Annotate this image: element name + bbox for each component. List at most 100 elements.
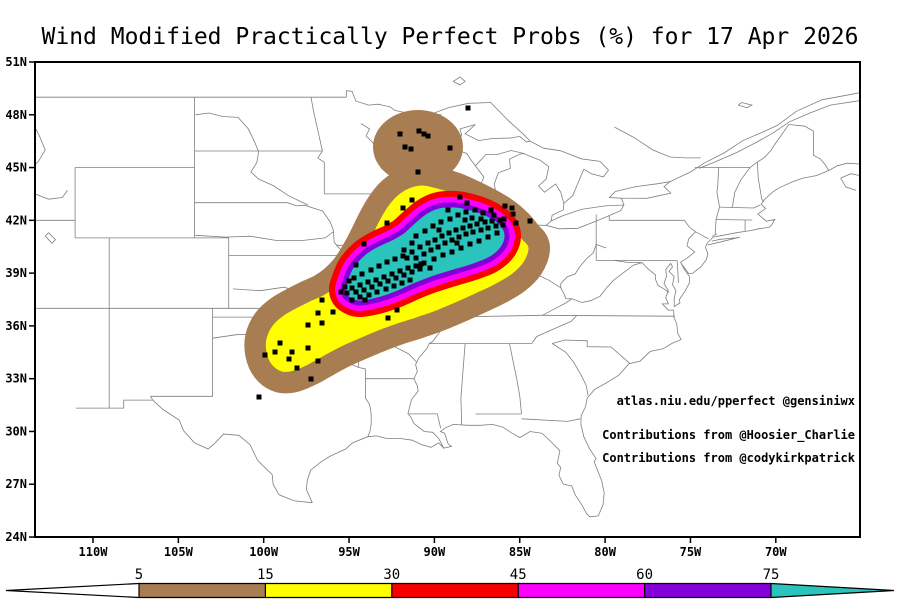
wind-report-marker: [399, 280, 405, 286]
wind-report-marker: [447, 216, 453, 222]
wind-report-marker: [385, 315, 391, 321]
map-boundary-line: [358, 367, 372, 437]
lat-tick-label: 30N: [5, 424, 27, 438]
wind-report-marker: [465, 105, 471, 111]
axis-ticks: [29, 61, 777, 543]
wind-report-marker: [416, 128, 422, 134]
lon-tick-label: 70W: [765, 545, 787, 559]
map-boundary-line: [757, 162, 765, 202]
wind-report-marker: [445, 207, 451, 213]
map-boundary-line: [408, 413, 442, 429]
wind-report-marker: [456, 234, 462, 240]
wind-report-marker: [381, 274, 387, 280]
credits-block: atlas.niu.edu/pperfect @gensiniwx Contri…: [602, 394, 856, 465]
wind-report-marker: [294, 365, 300, 371]
wind-report-marker: [408, 146, 414, 152]
colorbar-segment-45: [518, 583, 645, 598]
wind-report-marker: [385, 278, 391, 284]
lat-tick-label: 48N: [5, 108, 27, 122]
lat-tick-label: 42N: [5, 213, 27, 227]
colorbar-tick-label: 15: [257, 567, 274, 583]
map-boundary-line: [737, 102, 754, 109]
map-boundary-line: [719, 204, 761, 209]
wind-report-marker: [417, 266, 423, 272]
wind-report-marker: [349, 285, 355, 291]
colorbar-tick-label: 60: [636, 567, 653, 583]
wind-report-marker: [415, 169, 421, 175]
wind-report-marker: [460, 225, 466, 231]
map-boundary-line: [716, 219, 753, 221]
lon-tick-label: 80W: [594, 545, 616, 559]
wind-report-marker: [463, 231, 469, 237]
wind-report-marker: [485, 225, 491, 231]
map-boundary-line: [680, 220, 697, 263]
wind-report-marker: [338, 289, 344, 295]
wind-report-marker: [455, 212, 461, 218]
wind-report-marker: [315, 358, 321, 364]
wind-report-marker: [474, 221, 480, 227]
map-boundary-line: [523, 140, 610, 205]
wind-report-marker: [527, 218, 533, 224]
wind-report-marker: [422, 228, 428, 234]
wind-report-marker: [357, 282, 363, 288]
wind-report-marker: [494, 230, 500, 236]
wind-report-marker: [256, 394, 262, 400]
wind-report-marker: [272, 349, 278, 355]
map-boundary-line: [545, 204, 625, 230]
lon-tick-label: 105W: [164, 545, 194, 559]
credit-url: atlas.niu.edu/pperfect @gensiniwx: [617, 394, 855, 408]
wind-report-marker: [394, 307, 400, 313]
wind-report-marker: [417, 244, 423, 250]
chart-title: Wind Modified Practically Perfect Probs …: [42, 24, 859, 50]
wind-report-marker: [510, 211, 516, 217]
wind-report-marker: [286, 356, 292, 362]
wind-report-marker: [470, 229, 476, 235]
lat-tick-label: 39N: [5, 266, 27, 280]
wind-report-marker: [374, 289, 380, 295]
map-boundary-line: [542, 262, 643, 316]
wind-report-marker: [361, 241, 367, 247]
lon-tick-label: 100W: [249, 545, 279, 559]
lat-tick-label: 45N: [5, 161, 27, 175]
wind-report-marker: [493, 223, 499, 229]
map-boundary-line: [152, 399, 313, 504]
wind-report-marker: [400, 205, 406, 211]
credit-contrib-2: Contributions from @codykirkpatrick: [602, 451, 856, 465]
map-boundary-line: [35, 126, 46, 166]
colorbar-segment-15: [265, 583, 392, 598]
map-boundary-line: [460, 343, 466, 425]
lon-tick-label: 90W: [424, 545, 446, 559]
wind-report-marker: [401, 247, 407, 253]
map-boundary-line: [707, 236, 741, 246]
wind-report-marker: [342, 284, 348, 290]
wind-report-marker: [413, 255, 419, 261]
wind-report-marker: [500, 222, 506, 228]
wind-report-marker: [442, 240, 448, 246]
colorbar-segment-5: [139, 583, 266, 598]
wind-report-marker: [330, 309, 336, 315]
colorbar-legend: 5 15 30 45 60 75: [5, 567, 895, 599]
wind-report-marker: [361, 287, 367, 293]
colorbar-tick-label: 45: [510, 567, 527, 583]
wind-report-marker: [409, 197, 415, 203]
wind-report-marker: [418, 261, 424, 267]
wind-report-marker: [472, 207, 478, 213]
wind-report-marker: [446, 230, 452, 236]
colorbar-segment-below-5: [6, 583, 139, 598]
map-boundary-line: [195, 112, 309, 206]
wind-report-marker: [409, 269, 415, 275]
wind-report-marker: [469, 215, 475, 221]
lat-tick-label: 36N: [5, 319, 27, 333]
wind-report-marker: [491, 212, 497, 218]
wind-report-marker: [428, 247, 434, 253]
wind-report-marker: [404, 255, 410, 261]
wind-report-marker: [308, 376, 314, 382]
probability-contours: [244, 110, 550, 394]
credit-contrib-1: Contributions from @Hoosier_Charlie: [602, 428, 855, 443]
wind-report-marker: [458, 245, 464, 251]
wind-report-marker: [262, 352, 268, 358]
wind-report-marker: [438, 219, 444, 225]
map-boundary-line: [676, 260, 679, 283]
wind-report-marker: [315, 310, 321, 316]
